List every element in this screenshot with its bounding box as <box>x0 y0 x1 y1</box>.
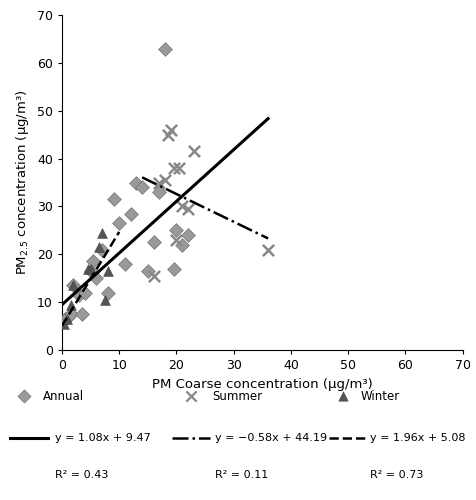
Point <box>87 264 94 272</box>
Point <box>98 229 106 237</box>
Point <box>63 315 70 323</box>
Point <box>69 282 77 290</box>
Point <box>78 310 86 318</box>
Point <box>75 291 83 299</box>
Point <box>161 176 169 184</box>
Point <box>184 231 191 239</box>
Point <box>84 264 91 272</box>
Point <box>178 202 186 210</box>
Point <box>149 238 157 246</box>
Point <box>127 210 134 218</box>
Point <box>67 310 74 318</box>
Point <box>184 205 191 213</box>
Text: Winter: Winter <box>359 390 398 403</box>
Point <box>164 130 171 138</box>
Point <box>121 260 129 268</box>
Text: Summer: Summer <box>212 390 262 403</box>
Text: y = 1.08x + 9.47: y = 1.08x + 9.47 <box>55 434 150 444</box>
Point <box>144 267 151 275</box>
Text: y = −0.58x + 44.19: y = −0.58x + 44.19 <box>214 434 326 444</box>
Point <box>155 188 163 196</box>
Point <box>132 178 140 186</box>
Point <box>89 258 97 266</box>
Point <box>161 44 169 52</box>
Point <box>64 312 71 320</box>
Point <box>339 392 347 400</box>
Point <box>172 236 180 244</box>
Point <box>169 164 177 172</box>
Point <box>264 246 271 254</box>
Point <box>98 246 106 254</box>
X-axis label: PM Coarse concentration (μg/m³): PM Coarse concentration (μg/m³) <box>152 378 372 390</box>
Point <box>104 288 111 296</box>
Point <box>95 243 103 251</box>
Point <box>175 164 183 172</box>
Point <box>187 392 194 400</box>
Text: Annual: Annual <box>43 390 84 403</box>
Point <box>115 219 123 227</box>
Point <box>67 300 74 308</box>
Point <box>138 184 146 192</box>
Point <box>101 296 109 304</box>
Text: y = 1.96x + 5.08: y = 1.96x + 5.08 <box>369 434 464 444</box>
Point <box>87 267 94 275</box>
Point <box>104 267 111 275</box>
Text: R² = 0.73: R² = 0.73 <box>369 470 422 480</box>
Point <box>169 264 177 272</box>
Text: R² = 0.43: R² = 0.43 <box>55 470 108 480</box>
Point <box>167 126 174 134</box>
Point <box>149 272 157 280</box>
Point <box>61 315 69 323</box>
Point <box>155 178 163 186</box>
Point <box>178 240 186 248</box>
Y-axis label: PM$_{2.5}$ concentration (μg/m³): PM$_{2.5}$ concentration (μg/m³) <box>14 90 31 276</box>
Point <box>92 274 100 282</box>
Point <box>109 195 117 203</box>
Point <box>20 392 28 400</box>
Point <box>172 226 180 234</box>
Point <box>69 282 77 290</box>
Point <box>81 288 89 296</box>
Point <box>60 320 68 328</box>
Text: R² = 0.11: R² = 0.11 <box>214 470 268 480</box>
Point <box>189 148 197 156</box>
